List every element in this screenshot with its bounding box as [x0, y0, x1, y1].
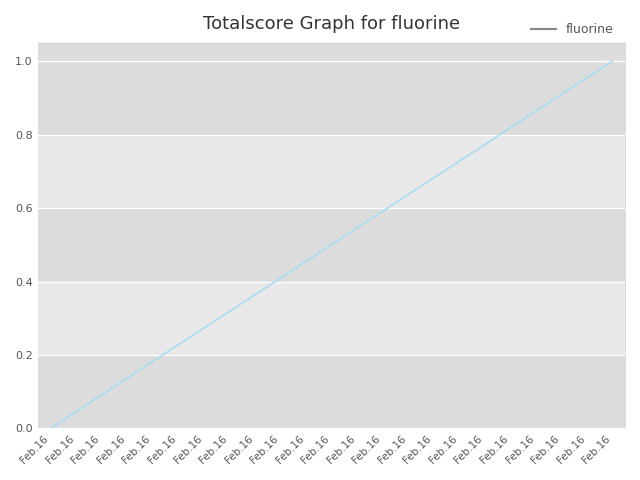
fluorine — [404, 192, 412, 198]
Line: fluorine: fluorine — [51, 61, 612, 429]
Legend: fluorine: fluorine — [526, 18, 619, 41]
fluorine — [251, 292, 259, 298]
Bar — [38, 282, 625, 355]
fluorine — [506, 125, 514, 131]
fluorine — [353, 225, 361, 231]
fluorine — [481, 142, 488, 147]
Bar — [38, 43, 625, 61]
fluorine — [72, 409, 80, 415]
fluorine — [123, 375, 131, 381]
fluorine — [276, 276, 284, 281]
Bar — [38, 135, 625, 208]
fluorine — [148, 359, 156, 364]
fluorine — [302, 259, 310, 264]
Bar — [38, 208, 625, 282]
fluorine — [532, 108, 540, 114]
fluorine — [609, 59, 616, 64]
fluorine — [225, 309, 233, 314]
fluorine — [174, 342, 182, 348]
fluorine — [429, 175, 437, 181]
fluorine — [98, 392, 106, 398]
fluorine — [328, 242, 335, 248]
Bar — [38, 355, 625, 429]
fluorine — [200, 325, 207, 331]
Bar — [38, 61, 625, 135]
fluorine — [455, 158, 463, 164]
fluorine — [583, 75, 591, 81]
fluorine — [378, 209, 386, 215]
fluorine — [557, 92, 565, 97]
fluorine — [47, 426, 54, 432]
Title: Totalscore Graph for fluorine: Totalscore Graph for fluorine — [203, 15, 460, 33]
